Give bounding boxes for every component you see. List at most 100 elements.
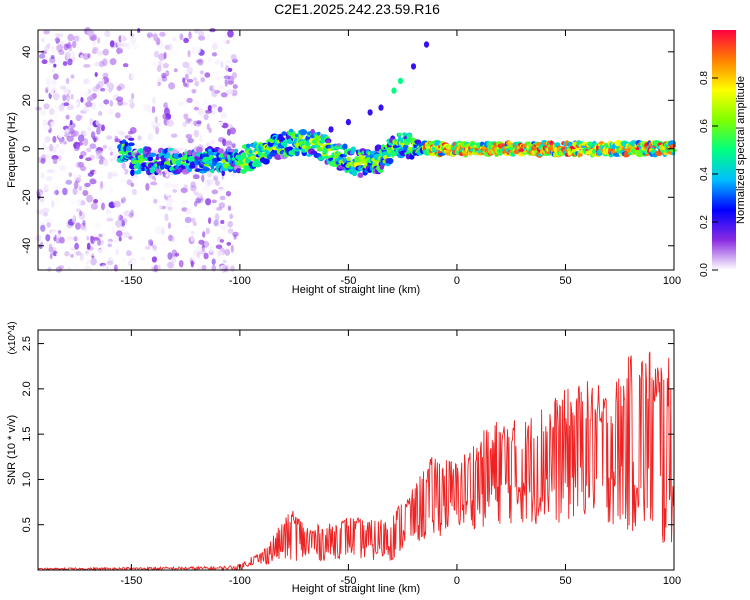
noise-point bbox=[156, 65, 162, 72]
noise-point bbox=[178, 102, 184, 106]
noise-point bbox=[225, 190, 232, 197]
noise-point bbox=[59, 85, 67, 90]
noise-point bbox=[185, 261, 190, 266]
noise-point bbox=[70, 254, 74, 258]
noise-point bbox=[218, 188, 225, 196]
noise-point bbox=[36, 204, 42, 211]
noise-point bbox=[46, 222, 51, 228]
ridge-point bbox=[148, 152, 157, 157]
noise-point bbox=[64, 51, 71, 60]
noise-point bbox=[171, 50, 178, 57]
ridge-point bbox=[392, 145, 400, 149]
noise-point bbox=[156, 77, 163, 85]
ridge-point bbox=[298, 133, 303, 140]
ridge-point bbox=[207, 151, 215, 156]
x-tick-label: 50 bbox=[559, 575, 571, 587]
noise-point bbox=[110, 151, 113, 156]
noise-point bbox=[37, 189, 43, 197]
noise-point bbox=[132, 176, 137, 184]
noise-point bbox=[202, 89, 207, 96]
noise-point bbox=[217, 249, 222, 257]
snr-frame bbox=[37, 329, 675, 571]
noise-point bbox=[87, 172, 94, 177]
noise-point bbox=[226, 61, 233, 66]
noise-point bbox=[68, 172, 72, 177]
noise-point bbox=[90, 235, 94, 244]
noise-point bbox=[183, 37, 190, 44]
noise-point bbox=[231, 72, 237, 79]
noise-point bbox=[224, 248, 231, 256]
ridge-point bbox=[217, 148, 224, 154]
noise-point bbox=[39, 197, 45, 203]
noise-point bbox=[137, 135, 142, 141]
noise-point bbox=[140, 256, 146, 261]
noise-point bbox=[132, 43, 139, 50]
noise-point bbox=[222, 259, 227, 264]
ridge-point bbox=[358, 155, 365, 161]
noise-point bbox=[38, 165, 43, 170]
noise-point bbox=[206, 123, 210, 131]
noise-point bbox=[179, 33, 184, 41]
noise-point bbox=[129, 102, 135, 109]
noise-point bbox=[82, 190, 89, 196]
noise-point bbox=[128, 98, 134, 104]
noise-point bbox=[63, 43, 70, 51]
noise-point bbox=[85, 160, 93, 167]
noise-point bbox=[58, 134, 63, 139]
noise-point bbox=[131, 71, 135, 80]
snr-y-ticks: 0.5 1.0 1.5 2.0 2.5 bbox=[21, 336, 674, 532]
noise-point bbox=[93, 169, 102, 178]
snr-series-line bbox=[37, 351, 675, 572]
noise-point bbox=[44, 136, 51, 143]
noise-point bbox=[141, 104, 147, 108]
noise-point bbox=[227, 205, 232, 211]
noise-point bbox=[232, 84, 238, 89]
noise-point bbox=[230, 244, 234, 253]
noise-point bbox=[46, 78, 51, 85]
noise-point bbox=[56, 232, 62, 239]
y-tick-label: 0.5 bbox=[21, 517, 33, 532]
noise-point bbox=[95, 49, 102, 56]
noise-point bbox=[75, 251, 82, 256]
noise-point bbox=[85, 101, 93, 108]
noise-point bbox=[94, 62, 100, 67]
noise-point bbox=[217, 72, 224, 78]
ridge-point bbox=[147, 156, 154, 162]
noise-point bbox=[102, 48, 110, 56]
noise-point bbox=[180, 187, 188, 194]
noise-point bbox=[223, 75, 231, 80]
noise-point bbox=[70, 74, 75, 79]
noise-point bbox=[108, 121, 114, 125]
noise-point bbox=[147, 123, 155, 130]
echo-trace-point bbox=[378, 104, 384, 111]
noise-point bbox=[58, 138, 66, 144]
noise-point bbox=[52, 135, 57, 143]
noise-point bbox=[219, 239, 224, 243]
noise-point bbox=[230, 183, 237, 187]
noise-point bbox=[220, 112, 227, 119]
noise-point bbox=[160, 107, 165, 112]
noise-point bbox=[79, 88, 84, 97]
noise-point bbox=[123, 242, 130, 247]
colorbar-tick-label: 0.8 bbox=[699, 71, 710, 85]
noise-point bbox=[75, 101, 80, 107]
noise-point bbox=[113, 200, 121, 208]
noise-point bbox=[92, 86, 99, 93]
noise-point bbox=[153, 75, 158, 81]
noise-point bbox=[198, 216, 202, 222]
noise-point bbox=[57, 33, 64, 38]
noise-point bbox=[184, 73, 189, 81]
noise-point bbox=[206, 44, 212, 52]
noise-point bbox=[190, 199, 195, 206]
noise-point bbox=[52, 158, 58, 165]
noise-point bbox=[161, 72, 167, 79]
noise-point bbox=[217, 106, 223, 113]
y-tick-label: -20 bbox=[21, 189, 33, 205]
noise-point bbox=[211, 89, 218, 98]
y-tick-label: 2.5 bbox=[21, 336, 33, 351]
noise-point bbox=[130, 209, 134, 217]
noise-point bbox=[185, 118, 192, 124]
ridge-point bbox=[350, 146, 356, 153]
noise-point bbox=[51, 130, 57, 136]
noise-point bbox=[117, 263, 122, 271]
